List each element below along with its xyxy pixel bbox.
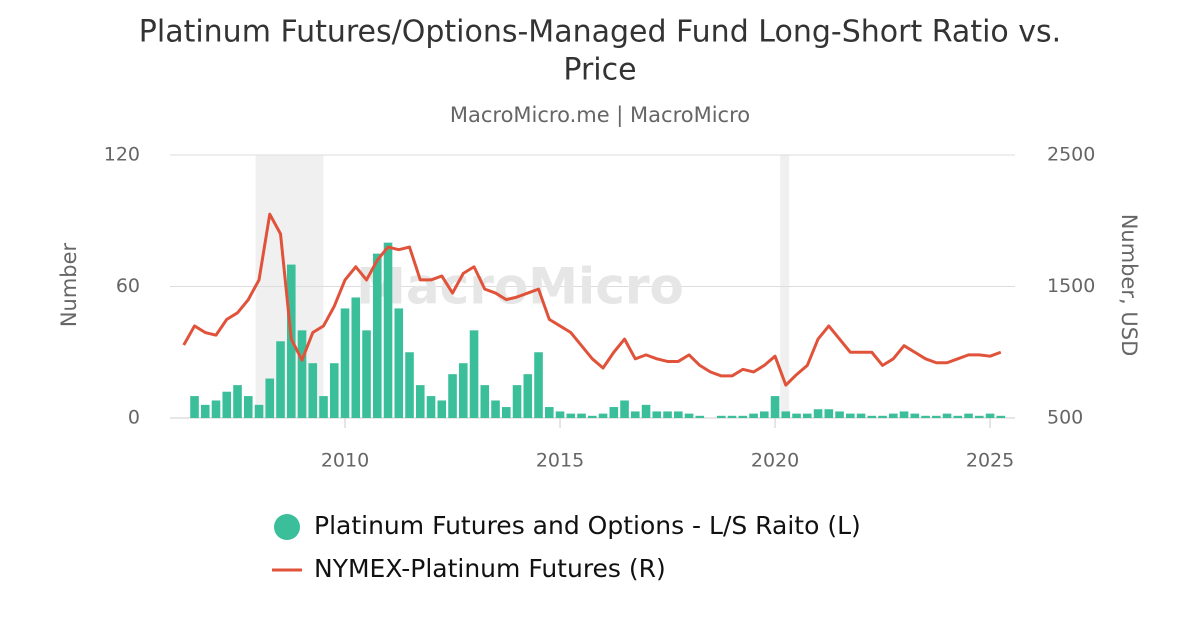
bar [222,391,232,418]
bar [512,385,522,418]
bar [975,415,984,418]
bar [243,396,253,418]
bar [620,400,629,418]
bar [727,415,737,418]
bar [555,411,565,418]
watermark: MacroMicro [356,258,684,316]
chart-title: Price [563,53,636,88]
bar [480,385,490,418]
bar [749,413,758,418]
bar [297,330,307,418]
bar [609,407,619,418]
bar [889,413,898,418]
bar [577,413,586,418]
bar [383,242,393,418]
bar [544,407,554,418]
bar [501,407,511,418]
x-tick-label: 2025 [966,450,1014,472]
bar [372,253,382,418]
bar [846,413,855,418]
bar [426,396,436,418]
bar [824,409,834,418]
x-tick-label: 2010 [321,450,369,472]
bar [813,409,823,418]
bar [942,413,952,418]
bar [673,411,683,418]
bar [308,363,318,418]
y-tick-label: 120 [104,144,140,166]
bar [792,413,801,418]
legend-label[interactable]: Platinum Futures and Options - L/S Raito… [314,511,861,540]
bar [684,413,694,418]
legend-label[interactable]: NYMEX-Platinum Futures (R) [314,554,666,583]
chart-subtitle: MacroMicro.me | MacroMicro [450,103,750,128]
bar [448,374,457,418]
bar [405,352,414,418]
bar [781,411,791,418]
bar [351,297,361,418]
y-axis-title: Number [57,242,81,327]
bar [587,415,597,418]
line [182,212,1002,387]
y-tick-label: 60 [116,275,140,297]
bar [652,411,662,418]
bar [921,415,930,418]
bar [437,400,447,418]
bar [523,374,533,418]
bar [362,330,371,418]
bar [641,404,651,418]
bar [663,411,672,418]
bar [878,415,887,418]
bar [598,413,608,418]
bar [276,341,285,418]
bar [835,411,844,418]
bar [802,413,812,418]
bar [738,415,748,418]
x-tick-label: 2015 [536,450,584,472]
y-tick-label: 0 [128,407,140,429]
bar [491,400,500,418]
bar [254,404,264,418]
bar [190,396,199,418]
bar [910,413,920,418]
bar [932,415,941,418]
bar [630,411,640,418]
y2-tick-label: 500 [1047,407,1083,429]
bar [200,404,210,418]
bar [265,378,275,418]
bar [415,385,425,418]
bar [759,411,769,418]
y2-tick-label: 2500 [1047,144,1095,166]
bar [566,413,576,418]
bar [716,415,726,418]
bar [953,415,963,418]
bar [458,363,468,418]
bar [867,415,877,418]
y2-tick-label: 1500 [1047,275,1095,297]
bar [340,308,350,418]
bar [233,385,242,418]
bar [856,413,866,418]
x-tick-label: 2020 [751,450,799,472]
bar [329,363,339,418]
bar [469,330,479,418]
bar [534,352,543,418]
bar [899,411,909,418]
bar [695,415,705,418]
bar [996,415,1006,418]
bar [211,400,221,418]
bar [770,396,780,418]
legend-marker [274,514,300,540]
bar [319,396,328,418]
bar [394,308,404,418]
chart-title: Platinum Futures/Options-Managed Fund Lo… [139,15,1061,50]
bar [985,413,995,418]
y2-axis-title: Number, USD [1117,214,1141,357]
bar [964,413,973,418]
